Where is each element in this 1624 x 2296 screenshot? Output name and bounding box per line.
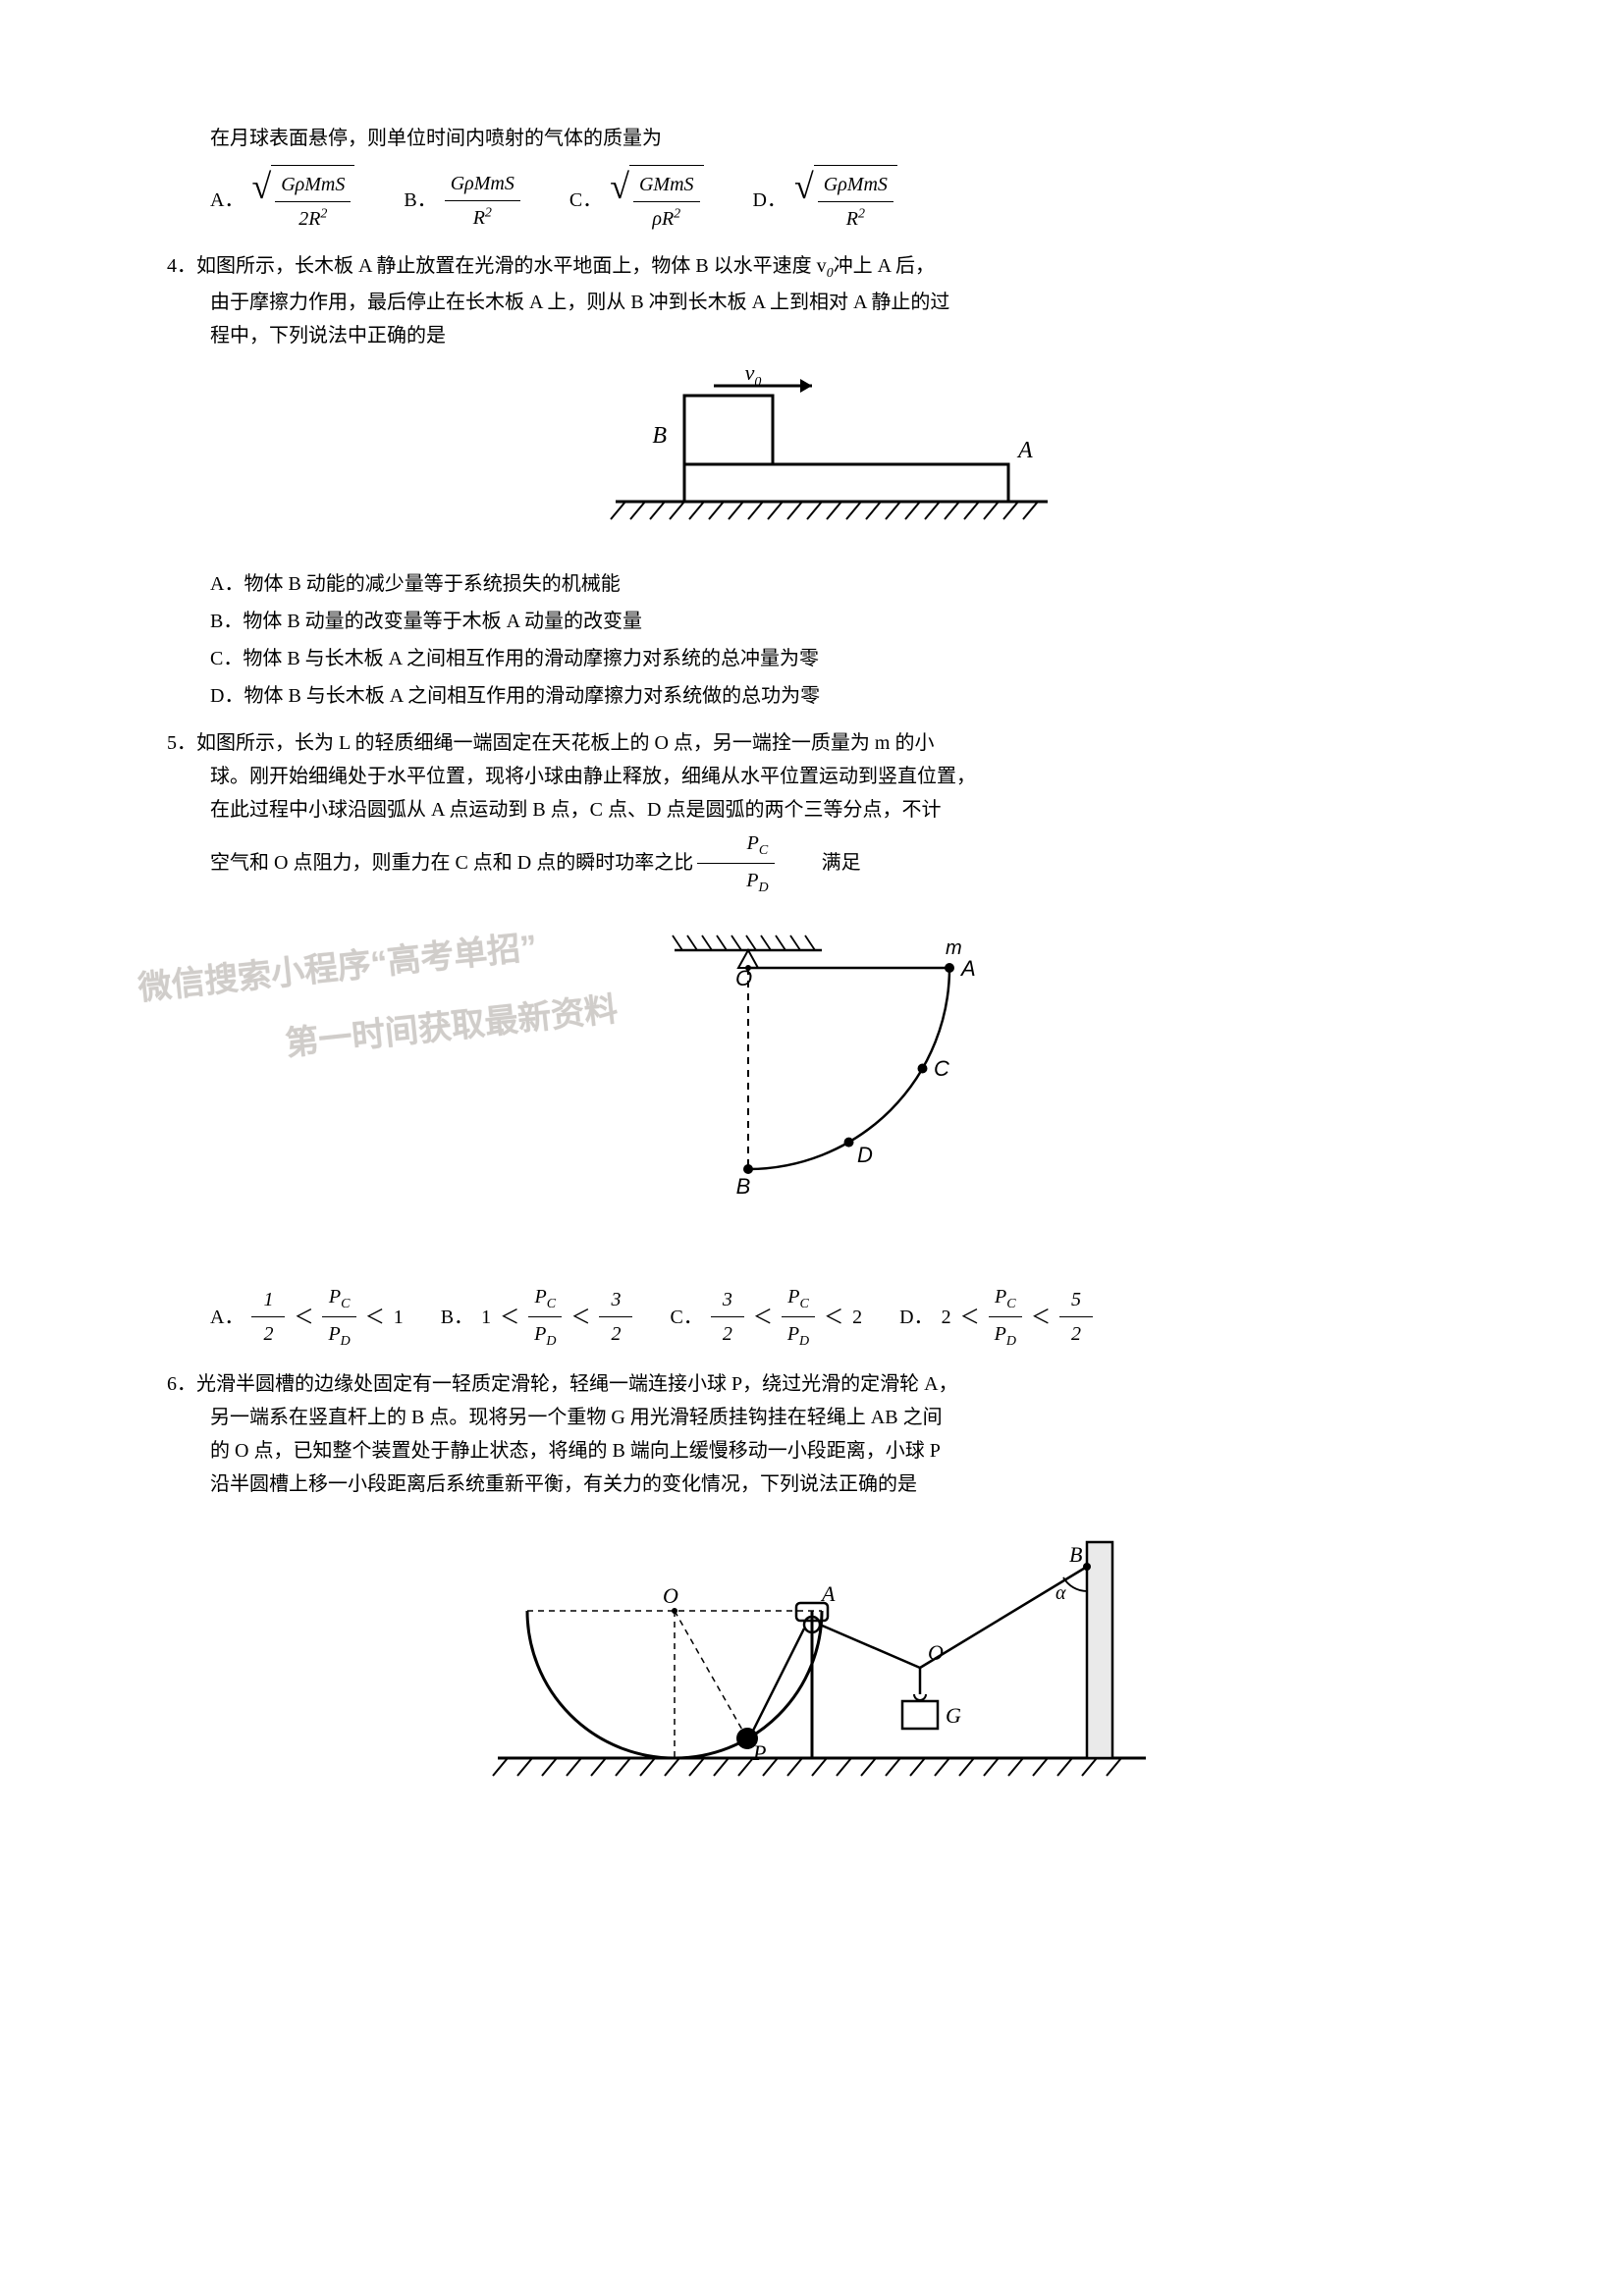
svg-text:C: C: [934, 1056, 949, 1081]
q5-stem-line4: 空气和 O 点阻力，则重力在 C 点和 D 点的瞬时功率之比 PC PD 满足: [167, 827, 1457, 900]
question-5: 5．如图所示，长为 L 的轻质细绳一端固定在天花板上的 O 点，另一端拴一质量为…: [167, 726, 1457, 1354]
opt-label: B．: [404, 184, 436, 217]
svg-text:O: O: [663, 1583, 678, 1608]
q-number: 4．: [167, 255, 196, 277]
q4-svg: v0 B A: [557, 364, 1067, 541]
q5-stem-line3: 在此过程中小球沿圆弧从 A 点运动到 B 点，C 点、D 点是圆弧的两个三等分点…: [167, 793, 1457, 827]
q4-opt-C: C．物体 B 与长木板 A 之间相互作用的滑动摩擦力对系统的总冲量为零: [210, 642, 1457, 675]
q5-opt-B: B． 1 ＜ PCPD ＜ 32: [441, 1280, 633, 1354]
q-number: 5．: [167, 732, 196, 754]
sqrt: √ GρMmS R2: [794, 165, 897, 236]
q4-opt-A: A．物体 B 动能的减少量等于系统损失的机械能: [210, 567, 1457, 601]
q5-stem: 5．如图所示，长为 L 的轻质细绳一端固定在天花板上的 O 点，另一端拴一质量为…: [167, 726, 1457, 760]
svg-text:O: O: [735, 966, 752, 990]
svg-text:D: D: [857, 1143, 873, 1167]
svg-text:O: O: [928, 1640, 944, 1665]
q3-options: A． √ GρMmS 2R2 B． GρMmS R2 C． √: [210, 165, 1457, 236]
radical-icon: √: [794, 169, 814, 240]
q5-opt-D: D． 2 ＜ PCPD ＜ 52: [899, 1280, 1093, 1354]
q5-figure: 微信搜索小程序“高考单招” 第一时间获取最新资料 O A m: [167, 911, 1457, 1264]
q4-stem: 4．如图所示，长木板 A 静止放置在光滑的水平地面上，物体 B 以水平速度 v0…: [167, 249, 1457, 286]
question-4: 4．如图所示，长木板 A 静止放置在光滑的水平地面上，物体 B 以水平速度 v0…: [167, 249, 1457, 713]
q6-stem: 6．光滑半圆槽的边缘处固定有一轻质定滑轮，轻绳一端连接小球 P，绕过光滑的定滑轮…: [167, 1367, 1457, 1401]
opt-label: D．: [753, 184, 786, 217]
svg-text:B: B: [1069, 1542, 1082, 1567]
q6-figure: O A P B α O: [167, 1513, 1457, 1818]
q4-stem-line3: 程中，下列说法中正确的是: [167, 319, 1457, 352]
q5-stem-line2: 球。刚开始细绳处于水平位置，现将小球由静止释放，细绳从水平位置运动到竖直位置，: [167, 760, 1457, 793]
q5-opt-A: A． 12 ＜ PCPD ＜ 1: [210, 1280, 404, 1354]
svg-text:A: A: [959, 956, 976, 981]
q5-svg: O A m B C D: [557, 911, 1067, 1264]
svg-text:B: B: [736, 1174, 751, 1199]
q3-opt-D: D． √ GρMmS R2: [753, 165, 897, 236]
watermark-text-1: 微信搜索小程序“高考单招”: [135, 920, 540, 1018]
svg-text:A: A: [820, 1581, 836, 1606]
svg-text:P: P: [752, 1740, 766, 1765]
q6-svg: O A P B α O: [459, 1513, 1165, 1807]
opt-label: C．: [569, 184, 602, 217]
q3-line: 在月球表面悬停，则单位时间内喷射的气体的质量为: [167, 122, 1457, 155]
q4-figure: v0 B A: [167, 364, 1457, 552]
q4-stem-line2: 由于摩擦力作用，最后停止在长木板 A 上，则从 B 冲到长木板 A 上到相对 A…: [167, 286, 1457, 319]
radical-icon: √: [610, 169, 629, 240]
q3-opt-A: A． √ GρMmS 2R2: [210, 165, 354, 236]
q5-options: A． 12 ＜ PCPD ＜ 1 B． 1 ＜ PCPD ＜ 32 C． 32 …: [210, 1280, 1457, 1354]
sqrt: √ GMmS ρR2: [610, 165, 703, 236]
q5-opt-C: C． 32 ＜ PCPD ＜ 2: [670, 1280, 862, 1354]
q6-stem-line3: 的 O 点，已知整个装置处于静止状态，将绳的 B 端向上缓慢移动一小段距离，小球…: [167, 1434, 1457, 1468]
svg-text:B: B: [652, 423, 667, 449]
svg-text:A: A: [1016, 438, 1033, 463]
q4-opt-B: B．物体 B 动量的改变量等于木板 A 动量的改变量: [210, 605, 1457, 638]
q4-options: A．物体 B 动能的减少量等于系统损失的机械能 B．物体 B 动量的改变量等于木…: [210, 567, 1457, 713]
q4-opt-D: D．物体 B 与长木板 A 之间相互作用的滑动摩擦力对系统做的总功为零: [210, 679, 1457, 713]
question-6: 6．光滑半圆槽的边缘处固定有一轻质定滑轮，轻绳一端连接小球 P，绕过光滑的定滑轮…: [167, 1367, 1457, 1818]
q-number: 6．: [167, 1373, 196, 1395]
svg-text:m: m: [946, 937, 962, 959]
opt-label: A．: [210, 184, 244, 217]
q6-stem-line4: 沿半圆槽上移一小段距离后系统重新平衡，有关力的变化情况，下列说法正确的是: [167, 1468, 1457, 1501]
sqrt: √ GρMmS 2R2: [251, 165, 354, 236]
svg-text:G: G: [946, 1703, 961, 1728]
question-3-tail: 在月球表面悬停，则单位时间内喷射的气体的质量为 A． √ GρMmS 2R2 B…: [167, 122, 1457, 236]
q6-stem-line2: 另一端系在竖直杆上的 B 点。现将另一个重物 G 用光滑轻质挂钩挂在轻绳上 AB…: [167, 1401, 1457, 1434]
q3-opt-C: C． √ GMmS ρR2: [569, 165, 704, 236]
radical-icon: √: [251, 169, 271, 240]
q3-opt-B: B． GρMmS R2: [404, 167, 520, 235]
